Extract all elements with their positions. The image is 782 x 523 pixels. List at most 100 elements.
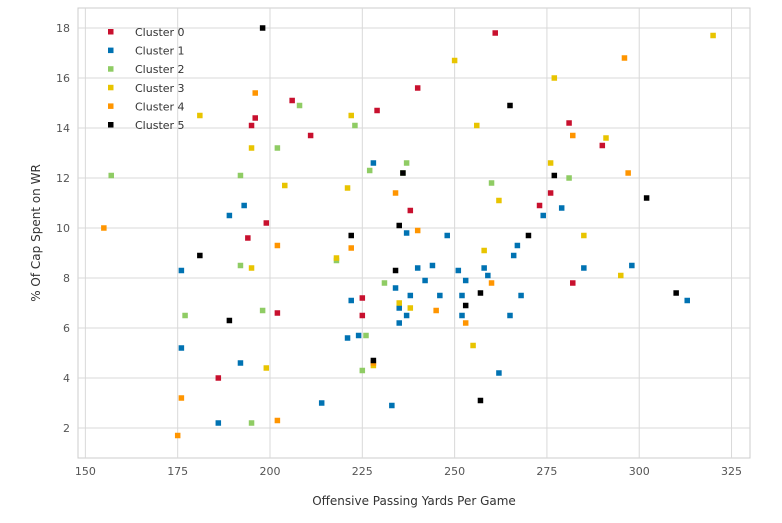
data-point	[259, 307, 266, 314]
data-point	[459, 312, 465, 319]
data-point	[477, 397, 484, 404]
data-point	[437, 292, 443, 299]
data-point	[488, 280, 495, 286]
data-point	[274, 242, 281, 249]
data-point	[359, 367, 366, 374]
data-point	[348, 245, 354, 251]
data-point	[710, 32, 716, 39]
data-point	[414, 265, 421, 271]
data-point	[400, 170, 406, 176]
y-tick-labels: 2 4 6 8 10 12 14 16 18	[56, 22, 70, 435]
data-point	[429, 262, 436, 269]
data-point	[344, 335, 351, 341]
data-point	[581, 232, 587, 239]
data-point	[248, 420, 255, 426]
data-point	[451, 57, 458, 64]
data-point	[455, 267, 462, 274]
data-point	[485, 272, 491, 279]
data-point	[359, 295, 366, 301]
data-point	[507, 312, 513, 319]
data-point	[470, 342, 476, 349]
series-0	[215, 30, 606, 381]
data-point	[566, 175, 572, 181]
y-tick-label: 12	[56, 172, 70, 185]
legend-marker	[108, 103, 114, 109]
data-point	[396, 305, 402, 311]
data-point	[477, 290, 484, 296]
data-point	[197, 112, 203, 119]
data-point	[621, 55, 628, 61]
data-point	[492, 30, 498, 36]
data-point	[363, 332, 369, 339]
data-point	[551, 75, 558, 81]
x-tick-label: 250	[444, 465, 465, 478]
x-axis-title: Offensive Passing Yards Per Game	[312, 494, 516, 508]
legend: Cluster 0 Cluster 1 Cluster 2 Cluster 3 Clus…	[108, 26, 185, 132]
data-point	[459, 292, 465, 299]
data-point	[359, 312, 366, 319]
data-point	[625, 170, 631, 176]
data-point	[414, 227, 421, 234]
data-point	[496, 370, 502, 376]
y-axis-title: % Of Cap Spent on WR	[29, 164, 43, 302]
data-point	[684, 297, 690, 304]
series-1	[178, 160, 690, 426]
data-point	[248, 265, 255, 271]
data-point	[433, 307, 439, 314]
legend-label: Cluster 4	[135, 100, 185, 113]
data-point	[241, 202, 247, 209]
plot-area	[77, 7, 751, 459]
legend-label: Cluster 3	[135, 82, 185, 95]
data-point	[392, 267, 399, 274]
data-point	[396, 320, 402, 326]
data-point	[396, 300, 402, 306]
data-point	[462, 320, 469, 326]
data-point	[581, 265, 587, 271]
data-points	[101, 25, 716, 439]
x-tick-label: 225	[352, 465, 373, 478]
data-point	[178, 345, 185, 351]
data-point	[514, 242, 521, 249]
series-5	[197, 25, 679, 404]
x-tick-label: 150	[75, 465, 96, 478]
data-point	[481, 265, 487, 271]
x-tick-label: 300	[629, 465, 650, 478]
data-point	[570, 280, 576, 286]
y-tick-label: 4	[63, 372, 70, 385]
data-point	[252, 90, 258, 96]
data-point	[396, 222, 402, 229]
data-point	[348, 297, 354, 304]
data-point	[215, 375, 222, 381]
data-point	[414, 85, 421, 91]
legend-marker	[108, 29, 114, 35]
legend-label: Cluster 2	[135, 63, 185, 76]
data-point	[248, 145, 255, 151]
data-point	[407, 292, 414, 299]
data-point	[374, 107, 380, 114]
data-point	[673, 290, 679, 296]
data-point	[245, 235, 251, 241]
data-point	[237, 360, 244, 366]
data-point	[540, 212, 546, 219]
data-point	[178, 395, 185, 401]
data-point	[629, 262, 635, 269]
data-point	[518, 292, 524, 299]
x-tick-label: 275	[536, 465, 557, 478]
y-gridlines	[78, 27, 750, 429]
data-point	[403, 160, 410, 166]
data-point	[248, 122, 255, 129]
data-point	[547, 160, 554, 166]
legend-marker	[108, 122, 114, 128]
data-point	[392, 190, 399, 196]
data-point	[215, 420, 222, 426]
data-point	[481, 247, 487, 254]
legend-marker	[108, 66, 114, 72]
data-point	[566, 120, 572, 126]
data-point	[263, 365, 270, 371]
data-point	[237, 172, 244, 179]
data-point	[392, 285, 399, 291]
data-point	[274, 310, 281, 316]
data-point	[381, 280, 388, 286]
x-gridlines	[84, 8, 733, 458]
